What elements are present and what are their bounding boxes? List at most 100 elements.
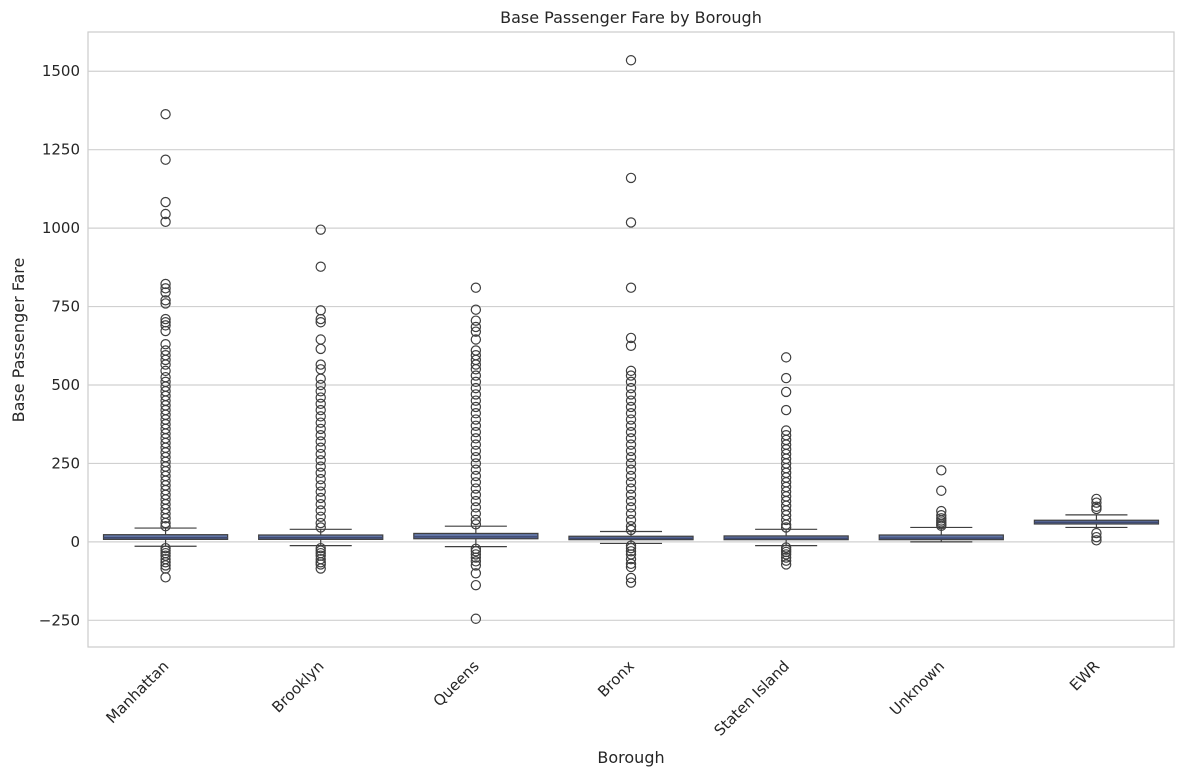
outlier-point [315, 334, 326, 345]
x-tick-labels: Manhattan Brooklyn Queens Bronx Staten Islan… [103, 657, 1104, 740]
outlier-point [160, 298, 171, 309]
outlier-point [470, 514, 482, 526]
chart-title: Base Passenger Fare by Borough [500, 8, 762, 27]
outlier-point [160, 295, 171, 306]
outlier-point [625, 514, 637, 526]
outlier-point [625, 520, 637, 532]
y-tick-label: 1250 [42, 141, 80, 159]
outlier-point [780, 514, 792, 526]
outlier-point [470, 376, 482, 388]
outlier-point [780, 404, 792, 416]
outlier-point [315, 499, 326, 510]
outlier-point [470, 389, 482, 400]
outlier-point [780, 559, 792, 570]
outlier-point [315, 436, 326, 447]
outlier-point [315, 505, 326, 516]
outlier-point [315, 563, 326, 574]
outlier-point [470, 477, 482, 488]
outlier-point [936, 485, 947, 496]
outlier-point [160, 278, 171, 290]
outlier-point [470, 395, 482, 406]
outlier-point [936, 520, 947, 532]
outlier-point [315, 379, 326, 391]
outlier-point [315, 373, 326, 384]
outlier-point [160, 287, 171, 298]
x-tick-label: Unknown [886, 657, 948, 719]
outlier-point [160, 517, 171, 529]
outlier-point [625, 470, 637, 482]
box-iqr [413, 532, 539, 540]
outlier-point [1091, 493, 1102, 505]
y-tick-label: 250 [51, 454, 80, 472]
outlier-point [315, 473, 326, 485]
outlier-point [470, 433, 482, 444]
x-tick-label: Manhattan [103, 657, 173, 727]
outlier-point [160, 557, 171, 568]
y-tick-label: 0 [70, 533, 80, 551]
outlier-point [315, 343, 326, 355]
outlier-point [470, 382, 482, 394]
outlier-point [315, 317, 326, 328]
outlier-point [160, 283, 171, 294]
outlier-point [470, 464, 482, 475]
outlier-point [160, 320, 171, 331]
outlier-point [160, 572, 171, 583]
x-axis-label: Borough [597, 748, 664, 767]
outlier-point [315, 386, 326, 397]
outlier-point [160, 354, 171, 366]
outlier-point [625, 458, 637, 469]
box-group [878, 465, 1004, 543]
box-group [258, 224, 384, 574]
y-tick-label: −250 [39, 611, 80, 629]
outlier-point [315, 423, 326, 435]
outlier-point [625, 408, 637, 419]
outlier-point [470, 549, 482, 560]
y-tick-label: 750 [51, 298, 80, 316]
outlier-point [470, 502, 482, 513]
outlier-point [1091, 531, 1102, 543]
outlier-point [625, 172, 637, 184]
outlier-point [315, 448, 326, 460]
outlier-point [470, 470, 482, 482]
outlier-point [936, 465, 947, 476]
outlier-point [470, 568, 482, 579]
box-group [1033, 493, 1160, 546]
outlier-point [1091, 503, 1102, 515]
outlier-point [625, 572, 637, 584]
outlier-point [160, 154, 171, 165]
outlier-point [625, 382, 637, 394]
outlier-point [1091, 527, 1102, 539]
box-group [568, 55, 694, 588]
outlier-point [470, 560, 482, 571]
outlier-point [470, 370, 482, 381]
outlier-point [470, 326, 482, 337]
outlier-point [625, 508, 637, 519]
outlier-point [1091, 535, 1102, 546]
outlier-point [625, 483, 637, 494]
outlier-point [315, 559, 326, 570]
outlier-point [315, 522, 326, 533]
grid-lines [88, 70, 1174, 621]
outlier-point [470, 420, 482, 431]
outlier-point [625, 282, 637, 293]
outlier-point [160, 560, 171, 571]
x-tick-label: Staten Island [711, 657, 793, 739]
outlier-point [160, 359, 171, 370]
outlier-point [315, 545, 326, 556]
outlier-point [470, 546, 482, 557]
outlier-point [470, 445, 482, 457]
x-tick-label: EWR [1066, 657, 1103, 694]
outlier-point [625, 451, 637, 463]
outlier-point [315, 486, 326, 497]
outlier-point [625, 477, 637, 488]
plot-frame [87, 31, 1175, 648]
x-tick-label: Brooklyn [268, 657, 327, 716]
outlier-point [315, 224, 326, 235]
outlier-point [625, 376, 637, 388]
outlier-point [315, 261, 326, 272]
y-tick-label: 500 [51, 376, 80, 394]
outlier-point [160, 513, 171, 524]
outlier-point [160, 216, 171, 228]
outlier-point [625, 332, 637, 344]
